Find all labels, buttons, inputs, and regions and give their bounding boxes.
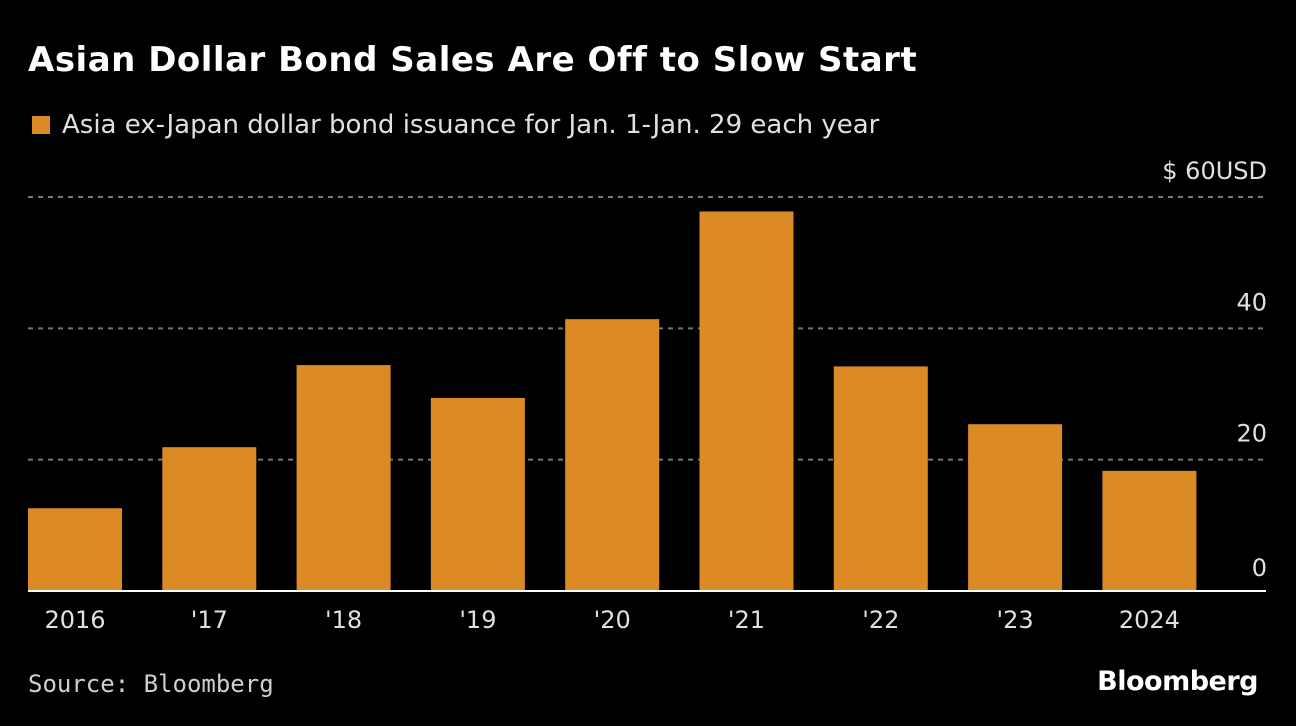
x-tick-label: '23	[997, 606, 1034, 634]
bar-6	[833, 366, 928, 591]
legend-swatch	[32, 116, 50, 134]
y-tick-label: 40	[1236, 288, 1267, 316]
y-tick-label: 0	[1252, 554, 1267, 582]
bar-4	[565, 319, 660, 591]
bar-3	[430, 397, 525, 591]
bar-1	[162, 447, 257, 591]
source-note: Source: Bloomberg	[28, 670, 274, 698]
x-tick-label: '18	[325, 606, 362, 634]
x-tick-label: '21	[728, 606, 765, 634]
x-tick-label: 2024	[1119, 606, 1180, 634]
x-tick-label: '20	[594, 606, 631, 634]
y-tick-label: $ 60USD	[1162, 157, 1267, 185]
x-tick-label: 2016	[44, 606, 105, 634]
x-tick-label: '17	[191, 606, 228, 634]
y-tick-label: 20	[1236, 420, 1267, 448]
x-tick-label: '22	[862, 606, 899, 634]
legend: Asia ex-Japan dollar bond issuance for J…	[32, 110, 879, 140]
bloomberg-logo: Bloomberg	[1097, 666, 1258, 697]
chart-title: Asian Dollar Bond Sales Are Off to Slow …	[28, 40, 918, 80]
bar-8	[1102, 470, 1197, 591]
bar-7	[968, 424, 1063, 591]
x-tick-label: '19	[459, 606, 496, 634]
bar-5	[699, 211, 794, 592]
bar-0	[28, 508, 122, 591]
bar-2	[296, 365, 391, 591]
legend-label: Asia ex-Japan dollar bond issuance for J…	[62, 110, 880, 140]
